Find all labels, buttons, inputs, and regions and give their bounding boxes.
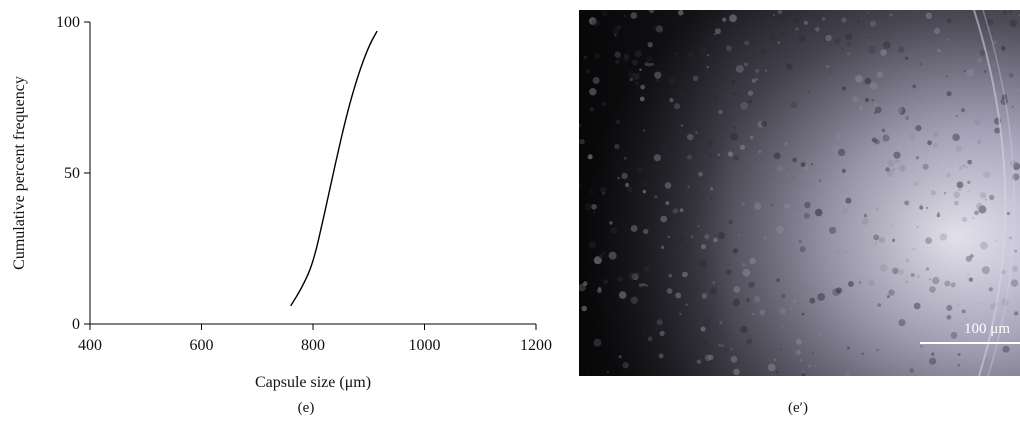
scale-bar <box>920 342 1020 344</box>
y-tick-label: 100 <box>56 14 80 31</box>
x-tick-label: 600 <box>190 337 214 354</box>
capsule-micrograph: 100 μm <box>579 10 1020 376</box>
image-panel-label: (e′) <box>788 400 808 416</box>
cumulative-frequency-chart: 400 600 800 1000 1200 0 50 100 Capsule size (μm… <box>11 14 552 391</box>
y-axis-label: Cumulative percent frequency <box>11 76 28 270</box>
x-tick-label: 400 <box>78 337 102 354</box>
x-tick-label: 1000 <box>409 337 441 354</box>
x-axis-label: Capsule size (μm) <box>255 374 371 391</box>
y-tick-label: 0 <box>72 316 80 333</box>
chart-ticks: 400 600 800 1000 1200 0 50 100 <box>56 14 552 354</box>
x-tick-label: 800 <box>301 337 325 354</box>
scale-bar-label: 100 μm <box>964 321 1010 337</box>
chart-panel-label: (e) <box>297 400 315 416</box>
series-line <box>290 30 378 307</box>
chart-axes <box>89 22 536 325</box>
y-tick-label: 50 <box>64 165 80 182</box>
x-tick-label: 1200 <box>520 337 552 354</box>
